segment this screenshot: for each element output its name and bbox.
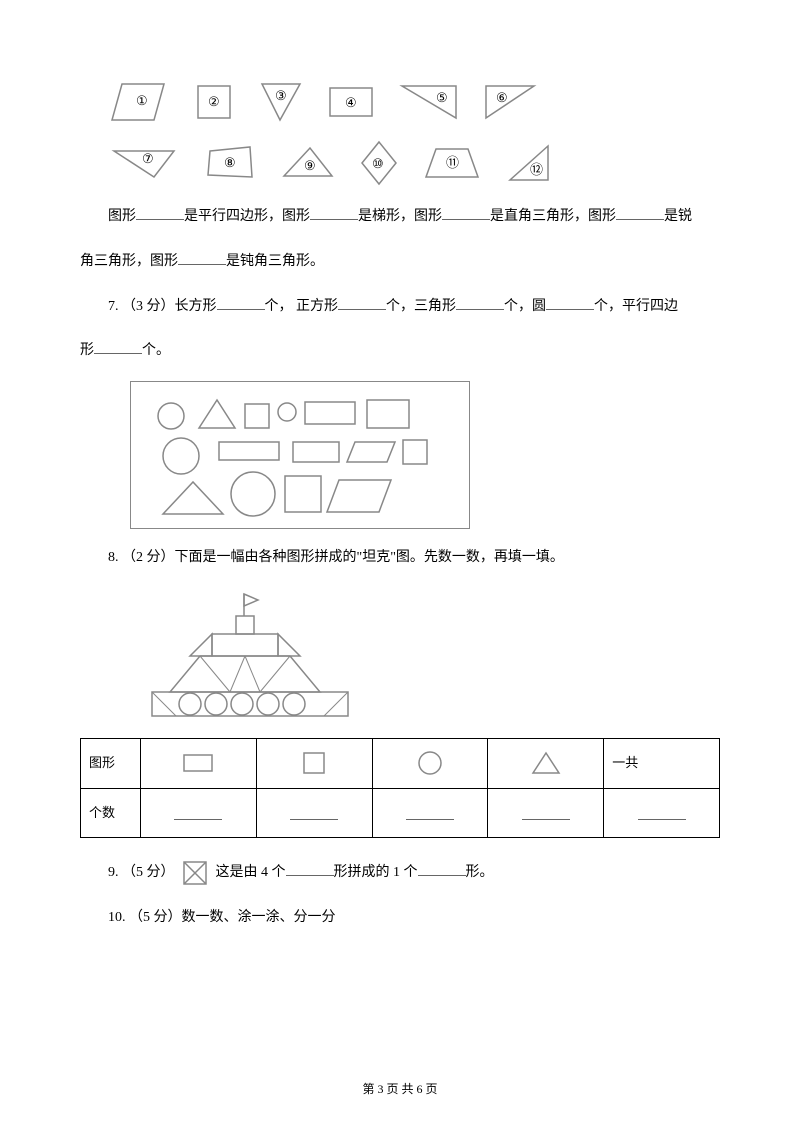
shape-6: ⑥ xyxy=(482,82,538,122)
q6-text-line1: 图形是平行四边形，图形是梯形，图形是直角三角形，图形是锐 xyxy=(80,202,720,233)
svg-text:②: ② xyxy=(208,94,220,109)
tank-figure xyxy=(130,588,720,728)
shape-3: ③ xyxy=(258,80,304,124)
cell-circle-icon xyxy=(372,738,488,788)
svg-text:⑦: ⑦ xyxy=(142,151,154,166)
svg-text:⑩: ⑩ xyxy=(372,156,384,171)
table-row: 图形 一共 xyxy=(81,738,720,788)
cell-triangle-icon xyxy=(488,738,604,788)
svg-text:⑫: ⑫ xyxy=(530,162,543,177)
q7-line1: 7. （3 分）长方形个， 正方形个，三角形个，圆个，平行四边 xyxy=(80,292,720,323)
q9-text: 9. （5 分） 这是由 4 个形拼成的 1 个形。 xyxy=(80,858,720,889)
q10-text: 10. （5 分）数一数、涂一涂、分一分 xyxy=(80,903,720,934)
q8-table: 图形 一共 个数 xyxy=(80,738,720,838)
table-row: 个数 xyxy=(81,788,720,838)
svg-text:⑧: ⑧ xyxy=(224,155,236,170)
svg-text:⑪: ⑪ xyxy=(446,155,459,170)
shape-10: ⑩ xyxy=(358,138,400,188)
shapes-collection xyxy=(130,381,470,529)
shape-12: ⑫ xyxy=(504,142,554,184)
cell-square-icon xyxy=(256,738,372,788)
shape-9: ⑨ xyxy=(280,144,336,182)
cell-blank[interactable] xyxy=(256,788,372,838)
svg-text:③: ③ xyxy=(275,88,287,103)
svg-text:⑥: ⑥ xyxy=(496,90,508,105)
shape-4: ④ xyxy=(326,82,376,122)
svg-text:⑨: ⑨ xyxy=(304,158,316,173)
q7-line2: 形个。 xyxy=(80,336,720,367)
svg-text:①: ① xyxy=(136,93,148,108)
svg-text:⑤: ⑤ xyxy=(436,90,448,105)
tank-svg xyxy=(130,588,370,728)
cell-rect-icon xyxy=(141,738,257,788)
shapes-collection-svg xyxy=(145,390,455,520)
shapes-row-2: ⑦ ⑧ ⑨ ⑩ ⑪ ⑫ xyxy=(80,138,720,188)
q8-text: 8. （2 分）下面是一幅由各种图形拼成的"坦克"图。先数一数，再填一填。 xyxy=(80,543,720,574)
cell-blank[interactable] xyxy=(141,788,257,838)
cell-total-label: 一共 xyxy=(604,738,720,788)
shape-11: ⑪ xyxy=(422,143,482,183)
cell-count-label: 个数 xyxy=(81,788,141,838)
shape-1: ① xyxy=(110,80,170,124)
shape-8: ⑧ xyxy=(202,143,258,183)
cell-shape-label: 图形 xyxy=(81,738,141,788)
q6-text-line2: 角三角形，图形是钝角三角形。 xyxy=(80,247,720,278)
square-x-icon xyxy=(182,860,208,886)
shape-7: ⑦ xyxy=(110,145,180,181)
svg-text:④: ④ xyxy=(345,95,357,110)
page-footer: 第 3 页 共 6 页 xyxy=(0,1076,800,1102)
cell-blank[interactable] xyxy=(372,788,488,838)
cell-blank[interactable] xyxy=(604,788,720,838)
shapes-row-1: ① ② ③ ④ ⑤ ⑥ xyxy=(80,80,720,124)
shape-2: ② xyxy=(192,80,236,124)
shape-5: ⑤ xyxy=(398,82,460,122)
cell-blank[interactable] xyxy=(488,788,604,838)
